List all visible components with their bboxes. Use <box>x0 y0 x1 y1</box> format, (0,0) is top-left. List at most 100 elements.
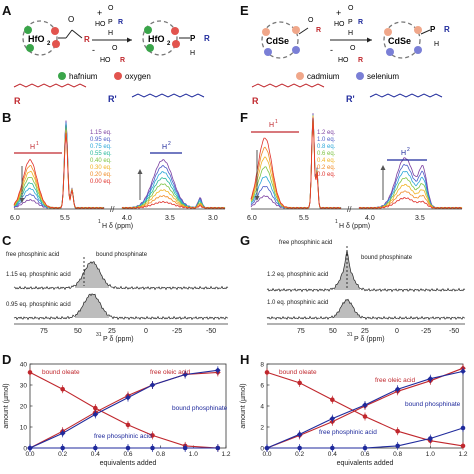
x-tick-label: 0.8 <box>156 451 165 458</box>
minus-e: - <box>330 45 333 55</box>
nmr-trace <box>250 118 463 210</box>
legend-b-1: 0.95 eq. <box>90 137 112 143</box>
legend-b-7: 0.00 eq. <box>90 179 112 185</box>
legend-f-6: 0.0 eq. <box>317 172 336 178</box>
byproduct-r-a: R <box>120 57 125 64</box>
data-point <box>394 386 401 392</box>
core-label-e1: CdSe <box>266 36 289 46</box>
y-axis-label: amount (µmol) <box>240 383 247 428</box>
y-tick-label: 6 <box>260 382 264 389</box>
data-point <box>264 445 270 451</box>
data-point <box>149 382 156 388</box>
reaction-scheme-e: CdSe O R + O HO P H R - HO O R CdSe P H … <box>251 5 450 106</box>
h1-sup-f: 1 <box>275 119 278 125</box>
tick-g-2: 25 <box>361 328 369 335</box>
bound-phosphinate-peak-area <box>75 261 109 288</box>
p-nmr-trace <box>13 293 229 321</box>
y-tick-label: 0 <box>260 445 264 452</box>
tick-g-1: 50 <box>329 328 337 335</box>
data-point <box>182 445 188 451</box>
product-p-a: P <box>190 34 196 43</box>
reagent-o-e: O <box>348 5 354 12</box>
data-point <box>182 371 188 378</box>
titration-chart-d: 0.0 0.2 0.4 0.6 0.8 1.0 1.2 0 10 20 30 40 equivalent… <box>3 361 231 467</box>
bound-phosphinate-peak-area <box>75 293 109 318</box>
tick-f-1: 5.5 <box>299 215 309 222</box>
data-point <box>395 428 400 434</box>
panel-label-g: G <box>240 233 251 248</box>
data-point <box>215 445 221 451</box>
selenium-legend-dot <box>356 72 364 80</box>
ligand-o-e: O <box>308 17 314 24</box>
nmr-traces-b <box>13 120 226 210</box>
axis-break-f: // <box>347 205 352 214</box>
nmr-trace <box>250 115 463 210</box>
y-tick-label: 0 <box>23 445 27 452</box>
data-point <box>93 445 98 451</box>
data-point <box>264 370 270 375</box>
h1-sup-b: 1 <box>36 141 39 147</box>
data-point <box>330 397 335 402</box>
nmr-1h-spectra-cdse: 1.2 eq. 1.0 eq. 0.8 eq. 0.6 eq. 0.4 eq. … <box>247 113 463 230</box>
legend-f-3: 0.6 eq. <box>317 151 336 157</box>
panel-label-d: D <box>2 352 12 367</box>
legend-f-1: 1.0 eq. <box>317 137 336 143</box>
x-tick-label: 0.6 <box>123 451 132 458</box>
legend-b-0: 1.15 eq. <box>90 130 112 136</box>
legend-f-4: 0.4 eq. <box>317 158 336 164</box>
x-tick-label: 0.2 <box>295 451 304 458</box>
x-axis-label: equivalents added <box>100 460 157 467</box>
tick-g-0: 75 <box>297 328 305 335</box>
h2-label-b: H <box>162 144 167 151</box>
x-tick-label: 1.0 <box>189 451 198 458</box>
series-label-bound-phosphinate: bound phosphinate <box>405 401 461 408</box>
reagent-r-e: R <box>358 19 363 26</box>
reagent-h-e: H <box>348 30 353 37</box>
legend-cadmium: cadmium <box>307 72 340 81</box>
product-r-a: R <box>204 34 210 43</box>
data-point <box>362 445 368 451</box>
nmr-trace <box>13 133 226 210</box>
reagent-ho-a: HO <box>95 21 106 28</box>
data-point <box>92 411 99 418</box>
data-point <box>60 386 65 392</box>
tick-c-4: -25 <box>172 328 182 335</box>
series-label-free-phosphinic-acid: free phosphinic acid <box>319 429 377 436</box>
series-label-free-oleic-acid: free oleic acid <box>150 369 190 376</box>
tick-b-3: 3.5 <box>165 215 175 222</box>
reagent-ho-e: HO <box>334 21 345 28</box>
data-point <box>60 445 65 451</box>
h2-label-f: H <box>401 150 406 157</box>
legend-selenium: selenium <box>367 72 399 81</box>
nmr-31p-spectra-cdse: free phosphinic acid bound phosphinate 1… <box>266 240 466 343</box>
legend-f: 1.2 eq. 1.0 eq. 0.8 eq. 0.6 eq. 0.4 eq. … <box>317 130 336 178</box>
x-tick-label: 0.8 <box>393 451 402 458</box>
p-nmr-trace <box>266 250 466 293</box>
nmr-trace <box>13 121 226 210</box>
byproduct-r-e: R <box>358 57 363 64</box>
cadmium-legend-dot <box>296 72 304 80</box>
reaction-scheme-a: HfO 2 O R + O HO P H R - HO O R HfO 2 P … <box>13 5 210 106</box>
data-point <box>93 405 98 411</box>
trace-bottom-label-c: 0.95 eq. phosphinic acid <box>6 302 71 308</box>
data-point <box>125 394 131 401</box>
x-tick-label: 0.4 <box>328 451 337 458</box>
y-tick-label: 40 <box>20 361 28 368</box>
tick-b-2: 4.0 <box>122 215 132 222</box>
tick-f-0: 6.0 <box>247 215 257 222</box>
tick-b-1: 5.5 <box>60 215 70 222</box>
panel-label-b: B <box>2 110 12 125</box>
tick-g-5: -50 <box>449 328 459 335</box>
p-nmr-trace <box>266 298 466 321</box>
ligand-r-e: R <box>316 27 321 34</box>
r-label-e: R <box>252 96 259 106</box>
nmr-trace <box>14 127 226 210</box>
p-nmr-trace <box>13 261 229 291</box>
tick-c-1: 50 <box>74 328 82 335</box>
ligand-r-a: R <box>84 35 90 44</box>
x-tick-label: 0.0 <box>25 451 34 458</box>
legend-f-5: 0.2 eq. <box>317 165 336 171</box>
tick-f-2: 4.0 <box>365 215 375 222</box>
xlabel-sup-c: 31 <box>96 332 102 338</box>
nmr-trace <box>250 115 463 210</box>
